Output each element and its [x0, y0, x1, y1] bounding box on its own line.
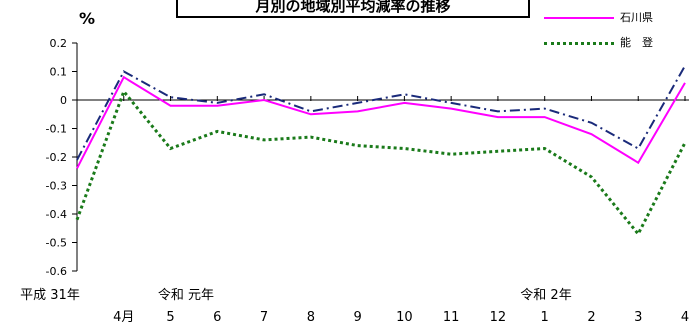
y-tick-label: 0 — [60, 94, 67, 107]
x-tick-label: 12 — [490, 310, 507, 324]
legend-label: 石川県 — [620, 11, 653, 24]
y-tick-label: -0.4 — [46, 208, 67, 221]
series-line — [75, 88, 687, 237]
y-tick-label: 0.2 — [50, 37, 68, 50]
x-tick-label: 10 — [396, 310, 413, 324]
x-tick-label: 8 — [307, 310, 315, 324]
x-tick-label: 9 — [353, 310, 361, 324]
chart-title-box: 月別の地域別平均減率の推移 — [176, 0, 530, 18]
y-unit-label: % — [79, 9, 95, 28]
era-label: 令和 2年 — [520, 288, 571, 303]
legend-swatch — [544, 42, 614, 45]
x-tick-label: 6 — [213, 310, 221, 324]
y-tick-label: -0.5 — [46, 237, 67, 250]
era-label: 平成 31年 — [20, 288, 80, 303]
x-tick-label: 1 — [541, 310, 549, 324]
x-tick-label: 4 — [681, 310, 689, 324]
legend-label: 能 登 — [620, 36, 653, 49]
x-tick-label: 4月 — [113, 310, 134, 324]
y-tick-label: -0.2 — [46, 151, 67, 164]
x-tick-label: 2 — [587, 310, 595, 324]
y-tick-label: -0.1 — [46, 123, 67, 136]
x-tick-label: 5 — [166, 310, 174, 324]
series-line — [76, 75, 686, 169]
era-label: 令和 元年 — [158, 288, 214, 303]
y-tick-label: -0.6 — [46, 265, 67, 278]
legend-swatch — [544, 17, 614, 19]
y-tick-label: -0.3 — [46, 180, 67, 193]
y-tick-label: 0.1 — [50, 66, 68, 79]
series-line — [76, 65, 686, 161]
x-tick-label: 3 — [634, 310, 642, 324]
x-tick-label: 11 — [443, 310, 460, 324]
x-tick-label: 7 — [260, 310, 268, 324]
